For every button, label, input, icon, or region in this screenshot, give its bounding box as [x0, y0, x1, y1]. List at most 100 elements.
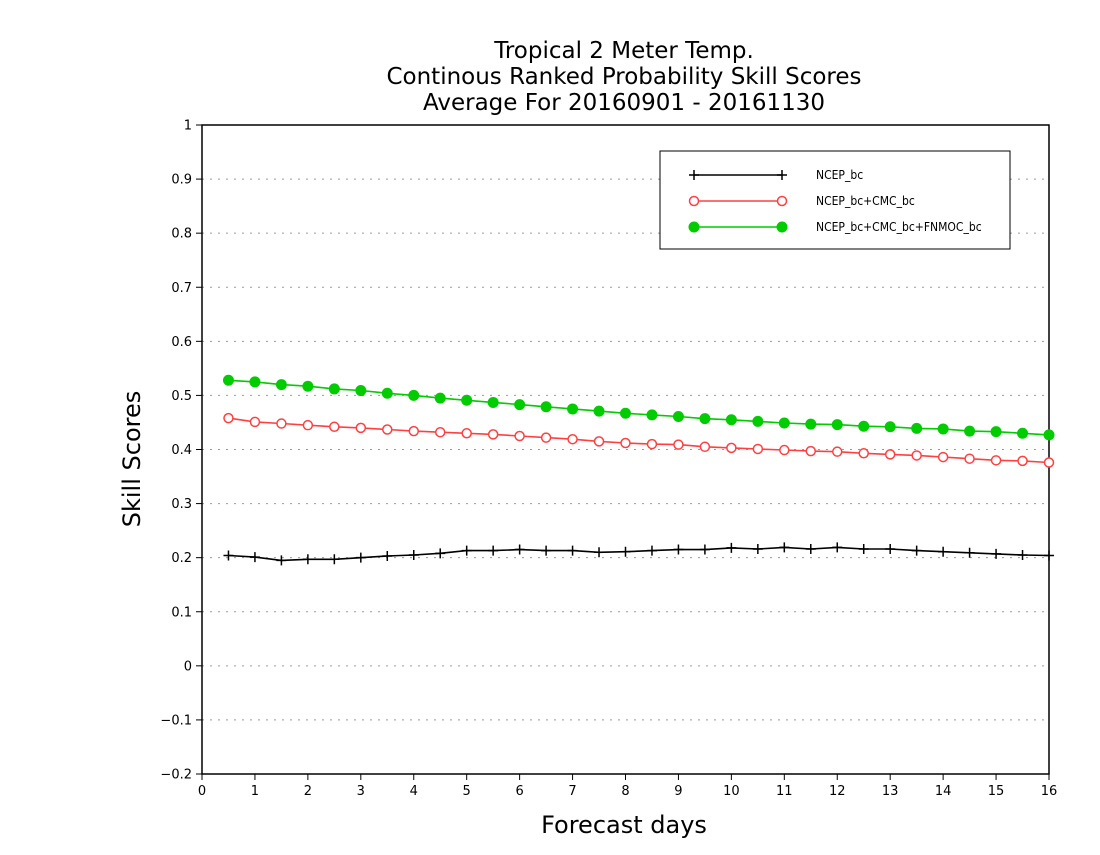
y-tick-label: 0.5 — [171, 389, 192, 404]
data-point — [408, 425, 419, 437]
data-point — [541, 545, 552, 556]
data-point — [540, 401, 552, 413]
legend-marker — [777, 170, 787, 180]
data-point — [1017, 427, 1029, 439]
x-tick-label: 1 — [251, 784, 259, 799]
y-tick-label: 1 — [184, 119, 192, 134]
data-point — [487, 429, 499, 440]
data-point — [885, 544, 896, 555]
x-tick-label: 0 — [198, 784, 206, 799]
data-point — [805, 544, 816, 555]
data-point — [276, 418, 287, 429]
data-point — [593, 436, 605, 447]
series-line — [228, 417, 1050, 464]
data-point — [329, 421, 340, 433]
legend-label: NCEP_bc+CMC_bc+FNMOC_bc — [816, 220, 982, 234]
data-point — [434, 426, 446, 438]
grid-lines — [202, 178, 1049, 721]
data-point — [276, 555, 287, 566]
data-point — [752, 443, 764, 455]
legend-marker — [689, 170, 699, 180]
data-point — [858, 448, 869, 459]
series-line — [228, 379, 1050, 436]
series-2 — [222, 374, 1055, 441]
x-tick-label: 9 — [674, 784, 682, 799]
y-tick-label: 0 — [184, 659, 192, 674]
data-point — [514, 544, 525, 555]
data-point — [673, 439, 684, 450]
y-tick-label: 0.1 — [171, 605, 192, 620]
data-point — [911, 422, 923, 434]
data-point — [434, 392, 446, 404]
data-series — [222, 374, 1055, 566]
legend-entry-2: NCEP_bc+CMC_bc+FNMOC_bc — [688, 220, 982, 234]
data-point — [302, 419, 314, 431]
data-point — [805, 418, 817, 430]
chart-title-line-3: Average For 20160901 - 20161130 — [423, 90, 825, 116]
data-point — [805, 445, 817, 457]
y-tick-label: 0.4 — [171, 443, 192, 458]
data-point — [461, 428, 472, 439]
data-point — [461, 394, 473, 406]
data-point — [990, 426, 1002, 438]
data-point — [646, 438, 658, 450]
data-point — [964, 425, 976, 437]
data-point — [355, 385, 367, 397]
data-point — [884, 449, 896, 460]
data-point — [223, 550, 234, 561]
x-tick-label: 4 — [410, 784, 418, 799]
series-0 — [223, 542, 1054, 566]
data-point — [672, 411, 684, 423]
data-point — [937, 423, 949, 435]
data-point — [302, 380, 314, 392]
legend-marker — [776, 221, 788, 233]
data-point — [302, 554, 313, 565]
data-point — [673, 544, 684, 555]
data-point — [725, 414, 737, 426]
data-point — [620, 546, 631, 557]
data-point — [249, 376, 261, 388]
y-tick-label: 0.6 — [171, 335, 192, 350]
data-point — [487, 396, 499, 408]
data-point — [329, 554, 340, 565]
data-point — [620, 407, 631, 419]
data-point — [938, 546, 949, 557]
chart-title-line-2: Continous Ranked Probability Skill Score… — [386, 64, 861, 90]
x-tick-label: 8 — [621, 784, 629, 799]
data-point — [222, 374, 234, 386]
data-point — [964, 547, 975, 558]
data-point — [593, 405, 605, 417]
data-point — [991, 548, 1002, 559]
data-point — [567, 545, 578, 556]
data-point — [488, 545, 499, 556]
data-point — [779, 444, 790, 456]
x-tick-label: 16 — [1041, 784, 1058, 799]
data-point — [1017, 549, 1028, 560]
x-tick-label: 13 — [882, 784, 899, 799]
y-tick-label: −0.2 — [160, 768, 192, 783]
x-tick-label: 7 — [568, 784, 576, 799]
data-point — [752, 415, 764, 427]
data-point — [514, 399, 526, 411]
y-tick-label: −0.1 — [160, 713, 192, 728]
data-point — [1043, 457, 1055, 468]
legend-entry-0: NCEP_bc — [689, 168, 863, 182]
x-axis-label: Forecast days — [541, 811, 707, 839]
x-tick-label: 11 — [776, 784, 793, 799]
data-point — [355, 422, 367, 434]
data-point — [540, 432, 552, 443]
series-line — [228, 546, 1050, 562]
data-point — [884, 421, 896, 433]
data-point — [752, 544, 763, 555]
x-tick-label: 12 — [829, 784, 846, 799]
data-point — [699, 441, 711, 453]
legend-label: NCEP_bc — [816, 168, 863, 182]
data-point — [275, 379, 287, 391]
data-point — [699, 544, 710, 555]
data-point — [831, 419, 843, 431]
legend-box — [659, 150, 1011, 250]
data-point — [858, 544, 869, 555]
y-tick-label: 0.8 — [171, 227, 192, 242]
